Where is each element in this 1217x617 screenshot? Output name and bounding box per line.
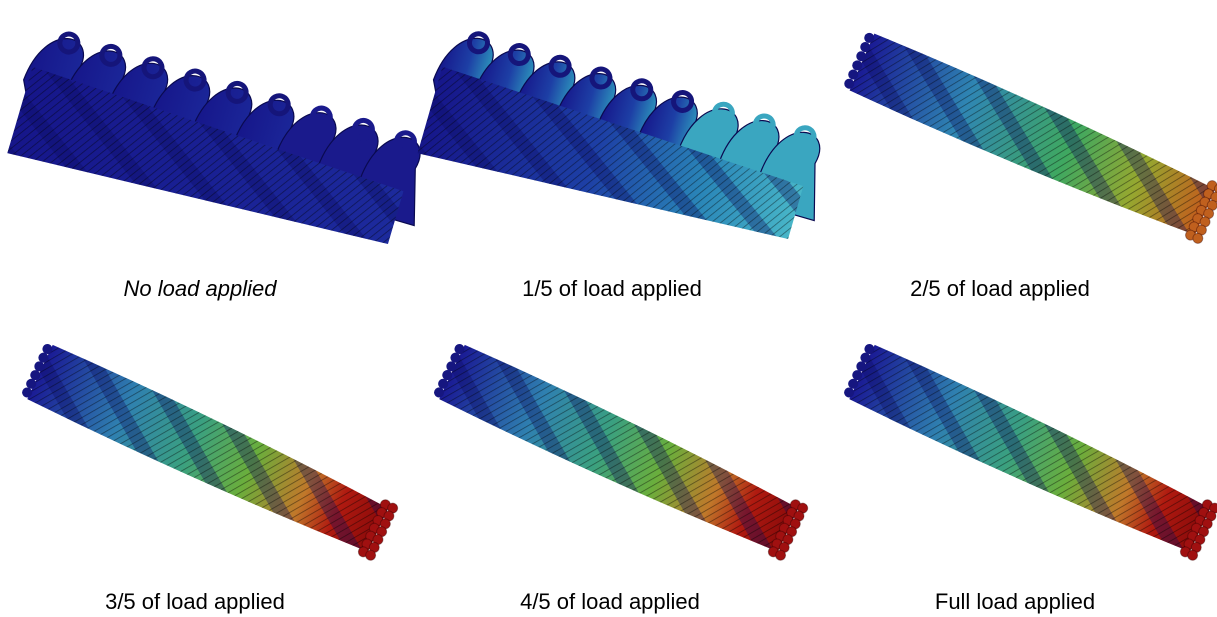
rope-strands	[27, 344, 391, 558]
rope-strands	[849, 344, 1213, 558]
caption: Full load applied	[935, 589, 1095, 614]
caption: No load applied	[124, 276, 278, 301]
rope	[432, 340, 810, 562]
caption: 3/5 of load applied	[105, 589, 285, 614]
rope-strands	[439, 344, 802, 558]
rope	[842, 29, 1217, 245]
rope	[413, 25, 839, 264]
caption: 2/5 of load applied	[910, 276, 1090, 301]
rope	[20, 340, 400, 562]
caption: 4/5 of load applied	[520, 589, 700, 614]
figure: No load applied 1/5 of load applied 2/5 …	[0, 0, 1217, 617]
rope	[842, 340, 1217, 562]
rope-strands	[849, 33, 1217, 242]
caption: 1/5 of load applied	[522, 276, 702, 301]
rope	[3, 25, 439, 269]
